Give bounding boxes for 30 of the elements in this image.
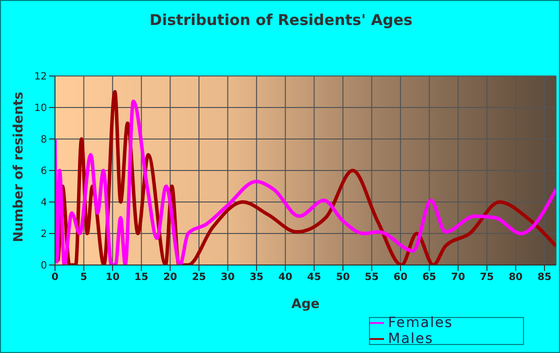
y-axis-title: Number of residents (12, 92, 26, 242)
y-tick-label: 6 (40, 166, 47, 178)
x-tick-label: 30 (220, 272, 235, 284)
x-tick-label: 70 (451, 272, 466, 284)
x-tick-label: 85 (538, 272, 552, 284)
x-tick-label: 10 (106, 272, 120, 284)
x-tick-label: 75 (480, 272, 494, 284)
x-tick-label: 15 (134, 272, 148, 284)
x-tick-label: 55 (364, 272, 379, 284)
chart-title: Distribution of Residents' Ages (148, 11, 414, 29)
x-tick-label: 25 (192, 272, 206, 284)
legend-label: Females (388, 315, 453, 331)
x-tick-label: 35 (250, 272, 264, 284)
x-tick-label: 40 (278, 272, 292, 284)
legend-label: Males (388, 331, 434, 347)
x-tick-label: 20 (163, 272, 178, 284)
y-tick-label: 10 (34, 103, 47, 114)
x-tick-label: 65 (422, 272, 436, 284)
y-tick-label: 2 (40, 229, 47, 240)
x-tick-label: 45 (307, 272, 322, 284)
x-tick-label: 60 (394, 272, 408, 284)
x-tick-label: 80 (508, 272, 523, 284)
y-tick-label: 4 (40, 198, 47, 209)
x-tick-label: 50 (336, 272, 350, 284)
x-axis-title: Age (290, 297, 321, 312)
x-tick-label: 5 (80, 272, 88, 284)
x-tick-label: 0 (52, 272, 59, 284)
y-tick-label: 0 (40, 260, 47, 272)
y-tick-label: 12 (34, 72, 47, 83)
y-tick-label: 8 (40, 134, 47, 146)
